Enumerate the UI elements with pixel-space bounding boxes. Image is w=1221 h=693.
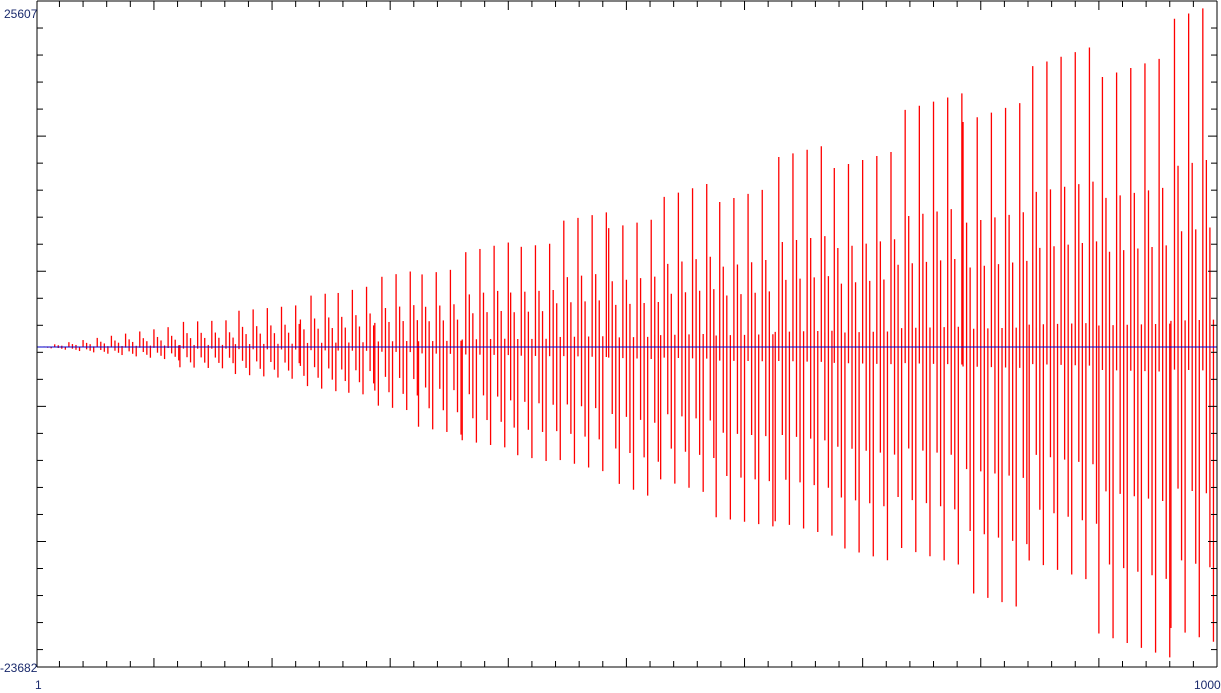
y-max-label: 25607 [4, 7, 38, 21]
y-min-label: -23682 [0, 661, 38, 675]
x-min-label: 1 [35, 678, 42, 692]
x-max-label: 1000 [1194, 678, 1221, 692]
